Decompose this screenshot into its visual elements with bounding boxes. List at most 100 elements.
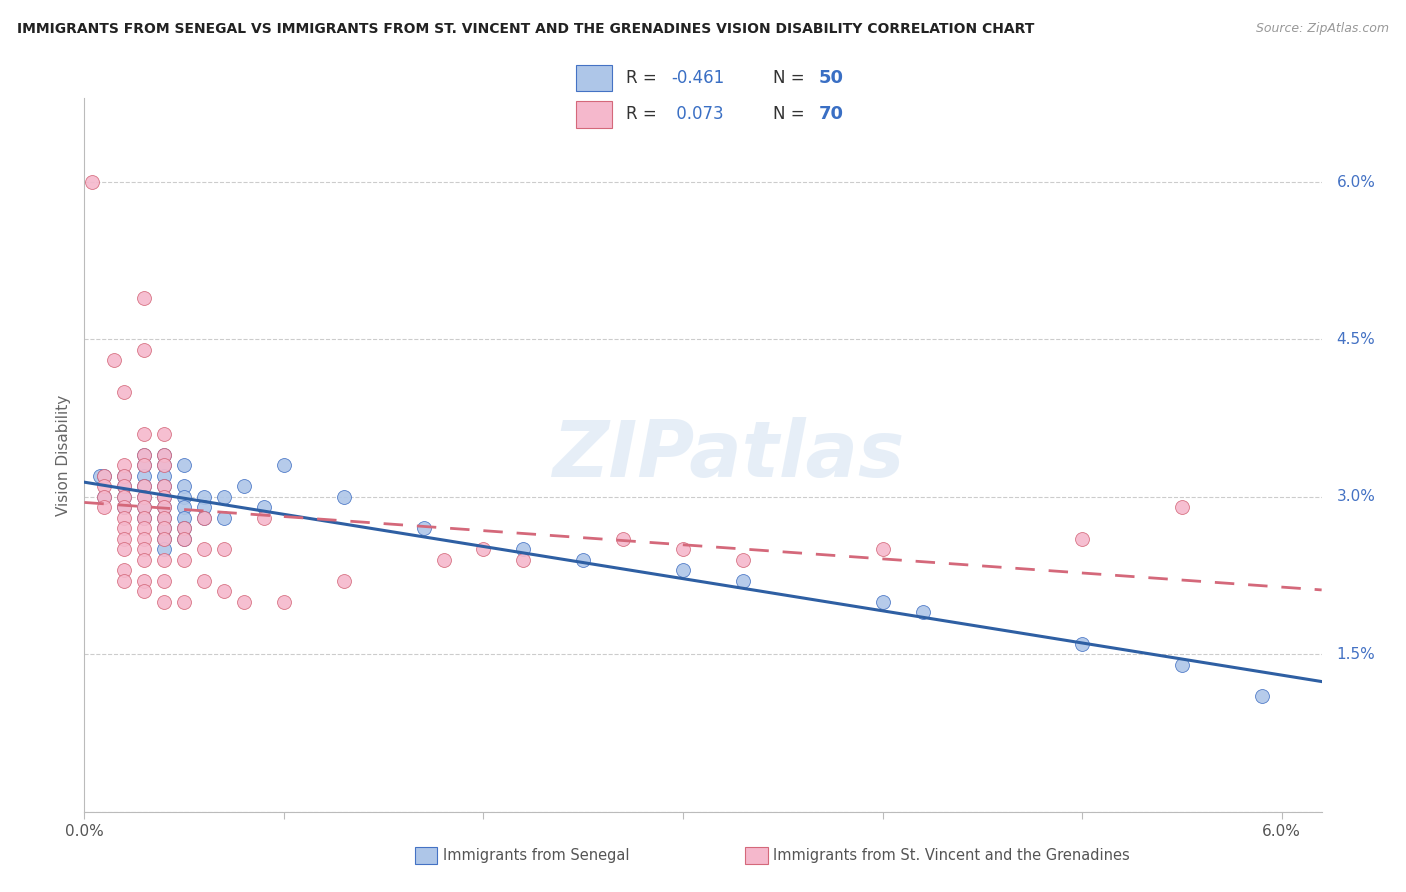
Point bbox=[153, 490, 176, 504]
Text: Immigrants from Senegal: Immigrants from Senegal bbox=[443, 848, 630, 863]
Point bbox=[193, 511, 215, 525]
Point bbox=[911, 605, 934, 619]
Point bbox=[134, 584, 156, 599]
Point bbox=[93, 469, 115, 483]
Point bbox=[153, 426, 176, 441]
Point bbox=[134, 479, 156, 493]
Point bbox=[193, 490, 215, 504]
Point bbox=[134, 343, 156, 357]
Point bbox=[112, 500, 135, 515]
Point bbox=[134, 542, 156, 557]
Point bbox=[153, 490, 176, 504]
Point bbox=[134, 490, 156, 504]
Point bbox=[153, 553, 176, 567]
Text: ZIPatlas: ZIPatlas bbox=[551, 417, 904, 493]
Point bbox=[93, 500, 115, 515]
Point bbox=[253, 500, 276, 515]
Point bbox=[572, 553, 595, 567]
Point bbox=[731, 574, 754, 588]
Point bbox=[153, 458, 176, 473]
Point bbox=[173, 553, 195, 567]
Point bbox=[153, 458, 176, 473]
Point bbox=[153, 479, 176, 493]
Point bbox=[472, 542, 495, 557]
Point bbox=[134, 500, 156, 515]
Point bbox=[112, 511, 135, 525]
Point bbox=[193, 500, 215, 515]
Text: 3.0%: 3.0% bbox=[1337, 490, 1375, 504]
Point bbox=[103, 353, 125, 368]
Point bbox=[512, 542, 534, 557]
Point bbox=[512, 553, 534, 567]
Text: 0.073: 0.073 bbox=[672, 105, 724, 123]
Point bbox=[112, 490, 135, 504]
Point bbox=[134, 426, 156, 441]
Text: 70: 70 bbox=[818, 105, 844, 123]
Point bbox=[173, 521, 195, 535]
Point bbox=[872, 595, 894, 609]
Point bbox=[672, 542, 695, 557]
Point bbox=[333, 490, 356, 504]
Point bbox=[153, 521, 176, 535]
Point bbox=[253, 511, 276, 525]
FancyBboxPatch shape bbox=[576, 102, 612, 128]
Point bbox=[112, 500, 135, 515]
Point bbox=[153, 532, 176, 546]
Point bbox=[134, 521, 156, 535]
Point bbox=[89, 469, 111, 483]
Point bbox=[134, 574, 156, 588]
Text: Source: ZipAtlas.com: Source: ZipAtlas.com bbox=[1256, 22, 1389, 36]
Text: 6.0%: 6.0% bbox=[1337, 175, 1375, 190]
Point bbox=[1171, 500, 1194, 515]
Point bbox=[153, 500, 176, 515]
Text: -0.461: -0.461 bbox=[672, 70, 724, 87]
Point bbox=[273, 595, 295, 609]
Point bbox=[153, 542, 176, 557]
Text: Immigrants from St. Vincent and the Grenadines: Immigrants from St. Vincent and the Gren… bbox=[773, 848, 1130, 863]
FancyBboxPatch shape bbox=[576, 65, 612, 92]
Point bbox=[212, 584, 235, 599]
Point bbox=[93, 479, 115, 493]
Point bbox=[134, 448, 156, 462]
Point bbox=[153, 532, 176, 546]
Point bbox=[153, 500, 176, 515]
Point bbox=[173, 490, 195, 504]
Point bbox=[112, 469, 135, 483]
Point bbox=[153, 448, 176, 462]
Point bbox=[173, 511, 195, 525]
Text: N =: N = bbox=[773, 105, 810, 123]
Point bbox=[153, 479, 176, 493]
Point bbox=[173, 521, 195, 535]
Point bbox=[173, 595, 195, 609]
Point bbox=[112, 563, 135, 577]
Point bbox=[134, 553, 156, 567]
Text: IMMIGRANTS FROM SENEGAL VS IMMIGRANTS FROM ST. VINCENT AND THE GRENADINES VISION: IMMIGRANTS FROM SENEGAL VS IMMIGRANTS FR… bbox=[17, 22, 1035, 37]
Point bbox=[134, 532, 156, 546]
Text: 1.5%: 1.5% bbox=[1337, 647, 1375, 662]
Point bbox=[134, 490, 156, 504]
Point bbox=[134, 479, 156, 493]
Point bbox=[273, 458, 295, 473]
Point bbox=[1071, 637, 1094, 651]
Point bbox=[173, 532, 195, 546]
Point bbox=[112, 521, 135, 535]
Point bbox=[153, 595, 176, 609]
Point bbox=[134, 291, 156, 305]
Point bbox=[82, 175, 104, 189]
Point bbox=[112, 542, 135, 557]
Point bbox=[173, 532, 195, 546]
Point bbox=[1171, 657, 1194, 672]
Point bbox=[173, 500, 195, 515]
Point bbox=[1250, 690, 1272, 704]
Point bbox=[173, 458, 195, 473]
Point bbox=[212, 511, 235, 525]
Point bbox=[173, 479, 195, 493]
Point bbox=[112, 458, 135, 473]
Point bbox=[153, 521, 176, 535]
Point bbox=[93, 490, 115, 504]
Point bbox=[134, 469, 156, 483]
Point bbox=[134, 500, 156, 515]
Point bbox=[112, 532, 135, 546]
Point bbox=[153, 511, 176, 525]
Point bbox=[212, 542, 235, 557]
